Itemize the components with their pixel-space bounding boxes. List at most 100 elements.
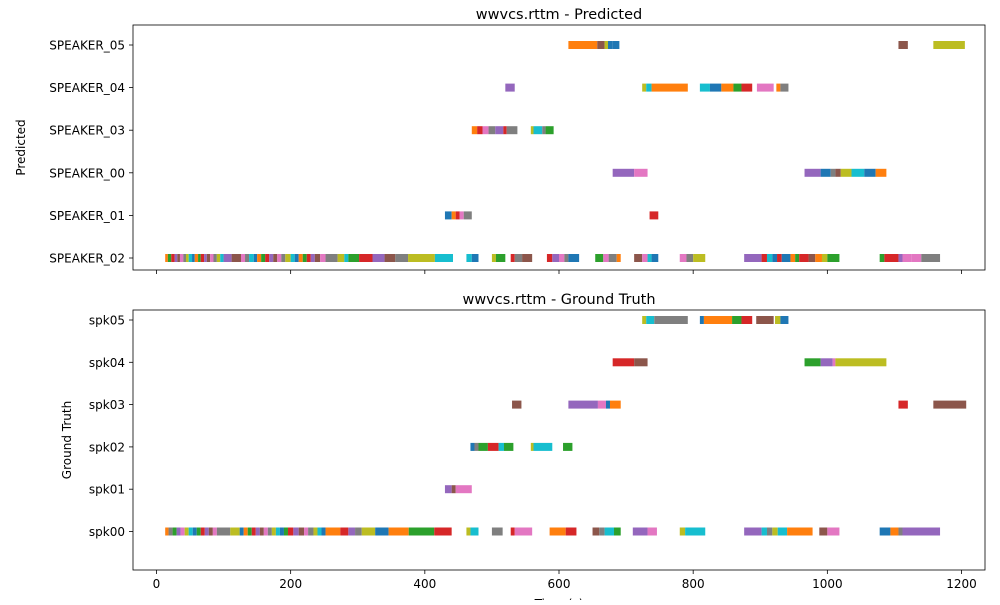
segment-bar — [787, 527, 813, 536]
segment-bar — [325, 527, 341, 536]
segment-bar — [290, 254, 295, 262]
segment-bar — [216, 254, 221, 262]
segment-bar — [756, 83, 774, 92]
segment-bar — [646, 316, 655, 324]
segment-bar — [172, 527, 177, 536]
segment-bar — [597, 400, 606, 409]
segment-bar — [249, 254, 254, 262]
segment-bar — [634, 254, 643, 262]
segment-bar — [298, 254, 303, 262]
x-tick-label: 600 — [548, 577, 571, 591]
segment-bar — [241, 254, 246, 262]
segment-bar — [198, 254, 201, 262]
segment-bar — [827, 527, 840, 536]
segment-bar — [766, 254, 773, 262]
y-tick-label: spk05 — [89, 314, 125, 328]
segment-bar — [835, 168, 841, 177]
segment-bar — [287, 527, 294, 536]
chart-panel-ground-truth: spk05 spk04 spk03 spk02 spk01 spk00 0 200 400 600… — [60, 292, 986, 605]
segment-bar — [699, 83, 710, 92]
segment-bar — [372, 254, 385, 262]
segment-bar — [204, 527, 209, 536]
segment-bar — [455, 211, 460, 220]
segment-bar — [176, 527, 181, 536]
segment-bar — [884, 254, 899, 262]
segment-bar — [902, 254, 912, 262]
segment-bar — [780, 316, 789, 324]
segment-bar — [196, 527, 201, 536]
segment-bar — [310, 254, 315, 262]
segment-bar — [251, 527, 256, 536]
y-tick-label: spk02 — [89, 440, 125, 454]
chart-panel-predicted: SPEAKER_05 SPEAKER_04 SPEAKER_03 SPEAKER_00… — [14, 7, 986, 274]
segment-bar — [604, 41, 608, 49]
segment-bar — [820, 358, 833, 367]
x-tick-label: 1200 — [946, 577, 977, 591]
segment-bar — [186, 254, 189, 262]
segment-bar — [495, 254, 506, 262]
segment-bar — [192, 527, 197, 536]
segment-bar — [815, 254, 822, 262]
segment-bar — [179, 254, 184, 262]
segment-bar — [732, 316, 742, 324]
segment-bar — [512, 400, 522, 409]
segment-bar — [306, 254, 311, 262]
segment-bar — [375, 527, 389, 536]
y-tick-label: spk01 — [89, 483, 125, 497]
segment-bar — [269, 254, 274, 262]
segment-bar — [165, 527, 169, 536]
segment-bar — [167, 254, 172, 262]
segment-bar — [898, 527, 903, 536]
segment-bar — [568, 400, 598, 409]
segment-bar — [830, 168, 836, 177]
segment-bar — [434, 254, 453, 262]
segment-bar — [651, 83, 688, 92]
segment-bar — [592, 527, 600, 536]
segment-bar — [911, 254, 922, 262]
segment-bar — [530, 442, 534, 451]
segment-bar — [832, 358, 836, 367]
y-tick-label: SPEAKER_00 — [49, 166, 125, 180]
segment-bar — [514, 254, 523, 262]
segment-bar — [634, 168, 648, 177]
segment-bar — [777, 527, 788, 536]
segment-bar — [471, 126, 478, 135]
segment-bar — [259, 527, 264, 536]
segment-bar — [595, 254, 604, 262]
segment-bar — [408, 527, 435, 536]
x-tick-label: 1000 — [812, 577, 843, 591]
segment-bar — [699, 316, 704, 324]
segment-bar — [607, 41, 613, 49]
segment-bar — [388, 527, 409, 536]
segment-bar — [510, 527, 515, 536]
segment-bar — [776, 83, 781, 92]
segment-bar — [459, 211, 464, 220]
segment-bar — [495, 126, 504, 135]
segment-bar — [253, 254, 258, 262]
segment-bar — [542, 126, 546, 135]
segment-bar — [348, 527, 356, 536]
y-tick-label: spk00 — [89, 525, 125, 539]
segment-bar — [546, 254, 553, 262]
segment-bar — [491, 527, 503, 536]
segment-bar — [503, 126, 507, 135]
segment-bar — [183, 254, 186, 262]
y-tick-label: spk04 — [89, 356, 125, 370]
segment-bar — [200, 527, 205, 536]
segment-bar — [212, 527, 217, 536]
segment-bar — [646, 83, 652, 92]
segment-bar — [530, 126, 534, 135]
segment-bar — [651, 254, 659, 262]
segment-bar — [285, 254, 291, 262]
segment-bar — [498, 442, 504, 451]
segment-bar — [703, 316, 733, 324]
segment-bar — [649, 211, 659, 220]
segment-bar — [835, 358, 887, 367]
segment-bar — [559, 254, 565, 262]
segment-bar — [298, 527, 305, 536]
segment-bar — [359, 254, 373, 262]
segment-bar — [478, 442, 488, 451]
segment-bar — [505, 83, 515, 92]
segment-bar — [265, 254, 270, 262]
segment-bar — [180, 527, 185, 536]
